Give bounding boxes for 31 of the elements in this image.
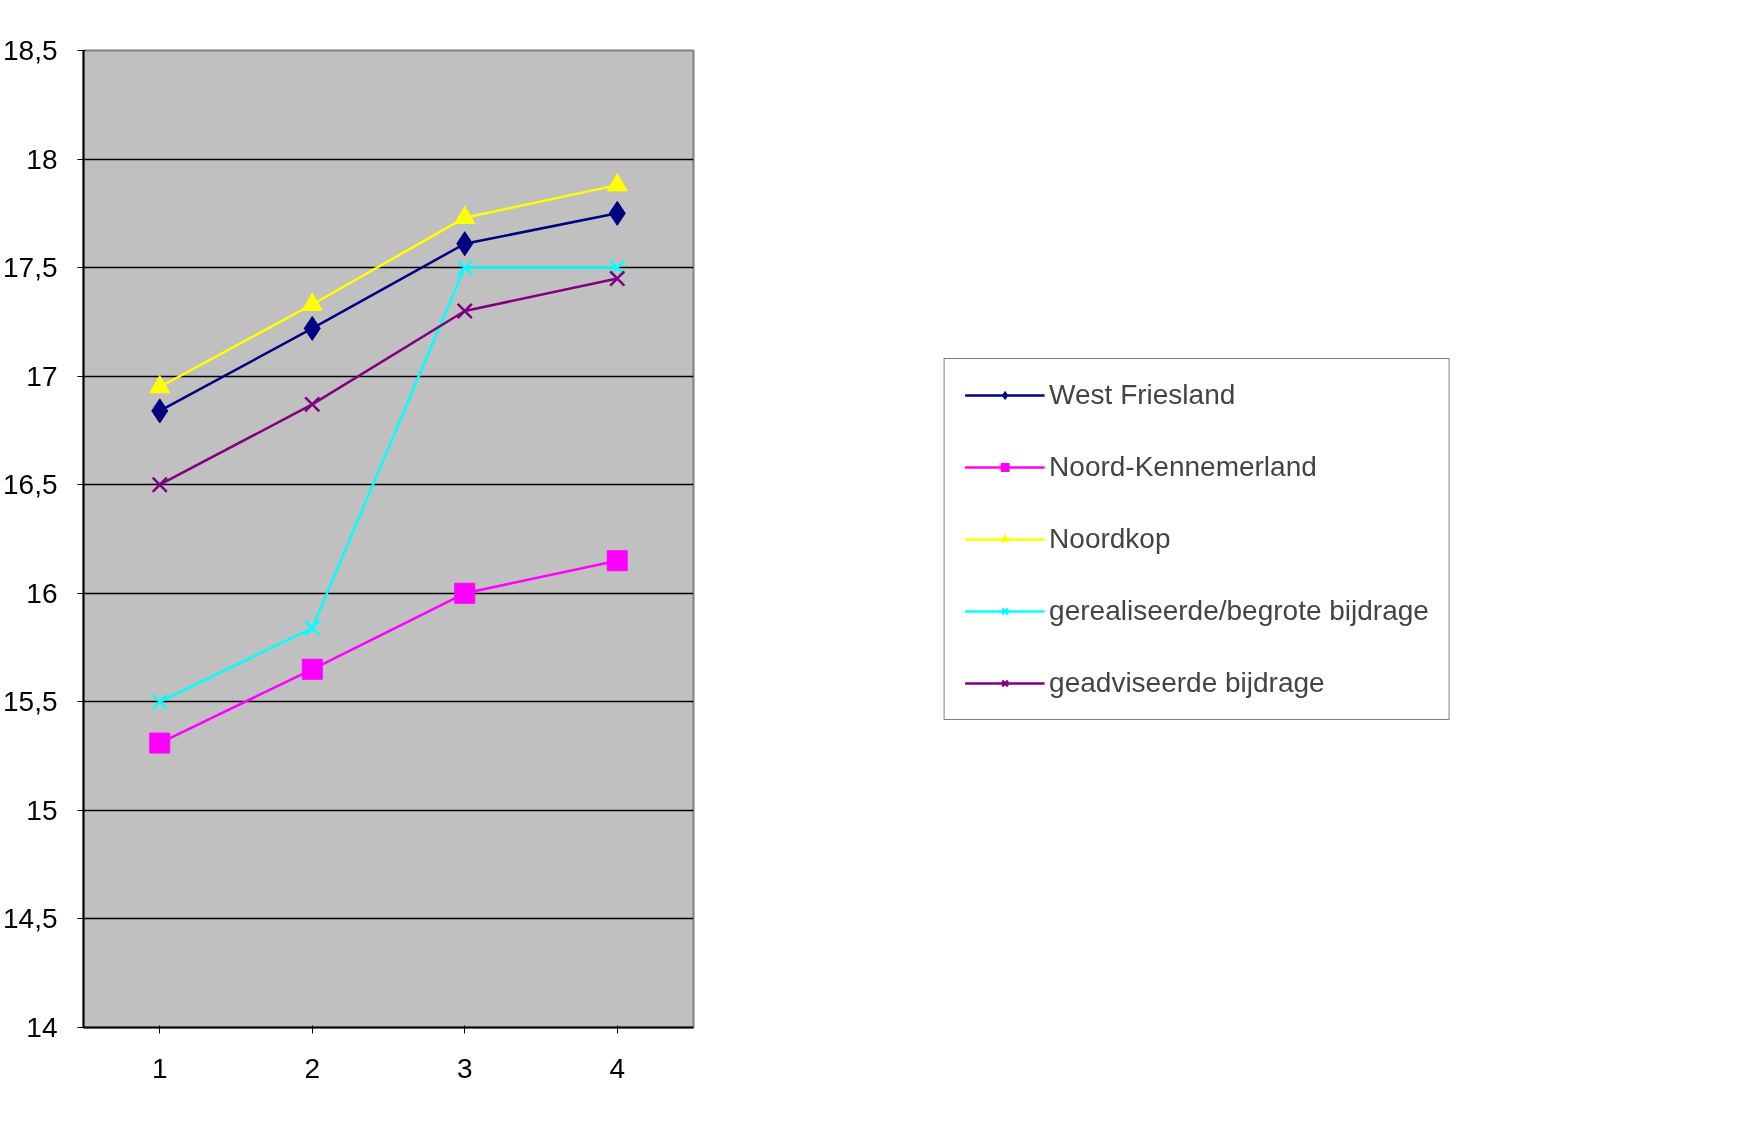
y-tick-label: 16 (26, 577, 58, 609)
point (303, 396, 321, 413)
point (456, 302, 474, 320)
point (456, 259, 474, 276)
y-tick-label: 15,5 (3, 686, 58, 718)
legend-label: geadviseerde bijdrage (1049, 666, 1325, 699)
y-tick-label: 16,5 (3, 469, 58, 501)
x-tick-label: 3 (456, 1052, 473, 1084)
y-tick-label: 14 (26, 1012, 58, 1043)
point (301, 658, 323, 680)
point (454, 582, 476, 604)
y-tick-label: 15 (26, 794, 58, 826)
legend-label: Noord-Kennemerland (1049, 450, 1317, 483)
point (606, 550, 628, 572)
x-tick-label: 1 (151, 1052, 168, 1084)
point (608, 259, 626, 276)
y-tick-label: 18 (26, 143, 58, 175)
x-tick-label: 2 (304, 1052, 321, 1084)
y-tick-label: 14,5 (3, 903, 58, 935)
point (151, 693, 169, 711)
y-tick-label: 17 (26, 360, 58, 392)
y-tick-label: 17,5 (3, 252, 58, 284)
point (149, 732, 171, 754)
x-tick-label: 4 (609, 1052, 626, 1084)
point (303, 619, 321, 637)
point (151, 476, 169, 494)
legend-label: Noordkop (1049, 522, 1171, 555)
legend-label: gerealiseerde/begrote bijdrage (1049, 594, 1429, 627)
y-tick-label: 18,5 (3, 35, 58, 66)
point (608, 270, 626, 287)
legend-label: West Friesland (1049, 378, 1236, 411)
